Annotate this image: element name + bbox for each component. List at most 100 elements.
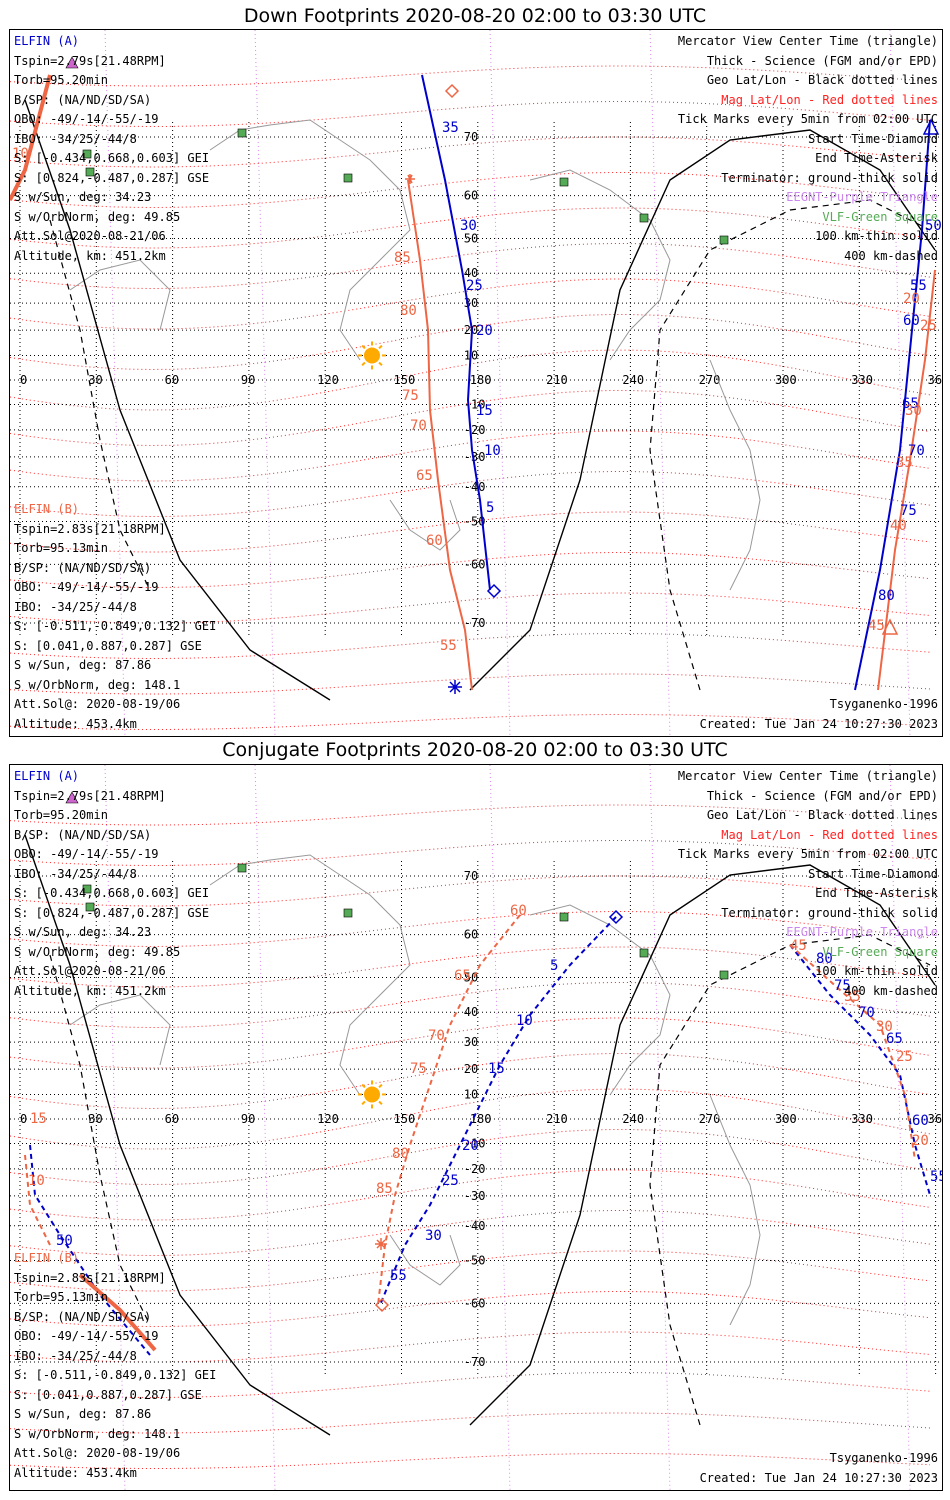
legend-item: 400 km-dashed [844,248,938,263]
conj-b-line: B/SP: (NA/ND/SD/SA) [14,1309,152,1324]
end-asterisk-icon [448,680,462,694]
mag-lat-line [10,101,931,127]
down-legend: Mercator View Center Time (triangle) Thi… [678,32,938,266]
start-diamond-icon [608,909,624,925]
conj-a-line: IBO: -34/25/-44/8 [14,866,137,881]
down-a-line: Torb=95.20min [14,73,108,87]
mag-lat-line [10,1053,931,1109]
down-b-line: Att.Sol@: 2020-08-19/06 [14,697,181,711]
lat-label: -70 [464,1355,486,1369]
vlf-square-icon [719,235,729,245]
conj-a-line: S: [-0.434,0.668,0.603] GEI [14,886,210,900]
lat-label: -20 [464,1162,486,1176]
legend-item: VLF-Green Square [822,209,938,224]
legend-item: Thick - Science (FGM and/or EPD) [706,788,938,803]
lat-label: 50 [464,232,478,246]
legend-item: VLF-Green Square [822,944,938,959]
vlf-square-icon [237,128,247,138]
legend-item: Mag Lat/Lon - Red dotted lines [721,827,938,842]
mag-lat-line [10,1372,931,1398]
elfin-b-tick-label: 10 [12,146,29,162]
down-b-line: IBO: -34/25/-44/8 [14,599,137,614]
conj-elfin-b-name: ELFIN (B) [14,1251,80,1265]
lon-label: 180 [470,1112,492,1126]
elfin-b-tick-label: 70 [410,418,427,434]
elfin-a-tick-label: 70 [858,1005,875,1021]
down-b-line: S: [0.041,0.887,0.287] GSE [14,638,202,653]
lon-label: 240 [622,1112,644,1126]
conj-b-line: Att.Sol@: 2020-08-19/06 [14,1446,181,1460]
legend-item: End Time-Asterisk [815,151,938,165]
coastline [389,499,461,551]
elfin-a-tick-label: 30 [460,218,477,234]
elfin-a-tick-label: 35 [442,120,459,136]
start-diamond-icon [486,583,502,599]
conj-a-line: Att.Sol@2020-08-21/06 [14,964,166,978]
down-a-line: IBO: -34/25/-44/8 [14,131,137,146]
eegnt-triangle-icon [65,56,79,69]
down-elfin-a-name: ELFIN (A) [14,34,80,48]
end-asterisk-icon [375,1238,387,1250]
down-a-line: OBO: -49/-14/-55/-19 [14,112,159,126]
legend-item: Geo Lat/Lon - Black dotted lines [706,73,938,87]
lat-label: 40 [464,1005,478,1019]
down-b-line: S w/OrbNorm, deg: 148.1 [14,677,181,692]
conj-elfin-a-info: ELFIN (A) Tspin=2.79s[21.48RPM] Torb=95.… [14,767,209,1001]
conjugate-map-canvas: 0 30 60 90 120 150 180 210 240 270 300 330 360 70 60 50… [10,765,942,1490]
legend-item: EEGNT-Purple Triangle [786,925,938,939]
mag-lat-line [10,314,931,370]
elfin-a-tick-label: 15 [476,403,493,419]
mag-lat-line [10,65,931,87]
legend-item: Tick Marks every 5min from 02:00 UTC [677,847,938,861]
elfin-a-tick-label: 80 [816,951,833,967]
conj-elfin-a-name: ELFIN (A) [14,769,80,783]
elfin-b-tick-label: 35 [896,455,913,471]
mag-lon-line [649,765,671,1490]
created-stamp: Created: Tue Jan 24 10:27:30 2023 [699,716,938,731]
mag-lon-line [489,30,511,736]
center-triangle-icon [922,118,940,135]
mag-lon-line [889,30,911,736]
mag-lat-line [10,172,931,208]
conj-legend: Mercator View Center Time (triangle) Thi… [678,767,938,1001]
terminator-line [24,834,331,1436]
dashed-400km-line [649,934,931,1426]
mag-lat-line [10,804,931,826]
down-b-line: Torb=95.13min [14,541,108,555]
elfin-b-tick-label: 25 [920,318,937,334]
elfin-b-tick-label: 85 [394,250,411,266]
mag-lat-line [10,552,931,588]
lat-label: 70 [464,869,478,883]
legend-item: Geo Lat/Lon - Black dotted lines [706,808,938,822]
sun-ray [378,344,383,350]
lat-label: -30 [464,1189,486,1203]
legend-item: 100 km-thin solid [815,964,938,978]
lon-label: 210 [546,373,568,387]
sun-ray [378,1083,383,1089]
dashed-400km-line [49,954,151,1326]
elfin-a-tick-label: 30 [425,1228,442,1244]
coastline [529,904,671,1096]
lon-label: 210 [546,1112,568,1126]
mag-lat-line [10,1291,931,1327]
elfin-b-tick-label: 65 [416,468,433,484]
coastline [529,169,671,361]
lon-label: 150 [394,1112,416,1126]
elfin-b-tick-label: 20 [903,291,920,307]
model-name: Tsyganenko-1996 [829,1451,938,1465]
legend-item: Mercator View Center Time (triangle) [677,34,938,48]
coastline [709,359,761,591]
down-b-line: S w/Sun, deg: 87.86 [14,658,152,672]
down-elfin-b-name: ELFIN (B) [14,502,80,516]
down-a-line: Att.Sol@2020-08-21/06 [14,229,166,243]
lat-label: -70 [464,616,486,630]
sun-icon [364,347,380,364]
created-stamp: Created: Tue Jan 24 10:27:30 2023 [699,1470,938,1485]
terminator-line [24,99,331,701]
down-elfin-b-info: ELFIN (B) Tspin=2.83s[21.18RPM] Torb=95.… [14,500,216,734]
mag-lat-line [10,1129,931,1185]
down-b-line: OBO: -49/-14/-55/-19 [14,580,159,594]
lat-label: 30 [464,1035,478,1049]
vlf-square-icon [82,884,92,894]
lon-label: 0 [20,1112,27,1126]
